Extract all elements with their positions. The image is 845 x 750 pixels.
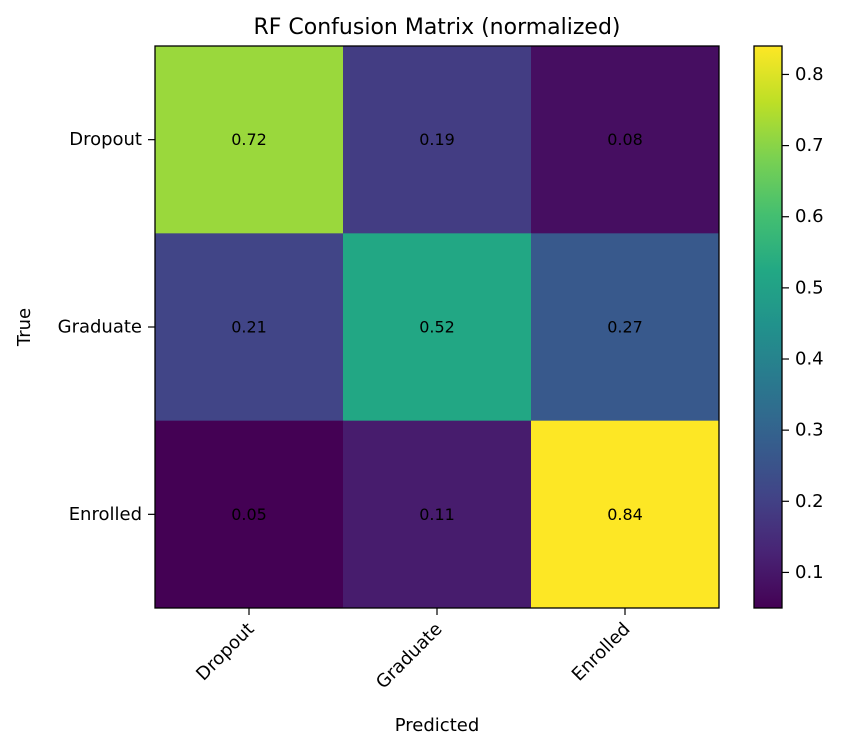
- heatmap-cell: [343, 233, 532, 422]
- heatmap-cell: [343, 46, 532, 234]
- colorbar-ticks: 0.1 0.2 0.3 0.4 0.5 0.6 0.7 0.8: [782, 64, 824, 583]
- colorbar-tick-label: 0.5: [795, 277, 824, 298]
- heatmap-cell: [531, 46, 720, 234]
- cell-value-label: 0.05: [231, 505, 267, 524]
- x-tick-label: Graduate: [372, 619, 447, 694]
- cell-value-label: 0.84: [607, 505, 643, 524]
- colorbar: [753, 45, 783, 609]
- colorbar-tick-label: 0.6: [795, 206, 824, 227]
- y-tick-label: Enrolled: [69, 504, 142, 525]
- heatmap-cell: [155, 46, 344, 234]
- x-axis-ticks: Dropout Graduate Enrolled: [192, 608, 635, 694]
- y-axis-label: True: [14, 308, 35, 347]
- heatmap-cell: [531, 233, 720, 422]
- cell-value-label: 0.52: [419, 318, 455, 337]
- cell-value-label: 0.72: [231, 130, 267, 149]
- y-axis-ticks: Dropout Graduate Enrolled: [58, 129, 155, 525]
- colorbar-tick-label: 0.1: [795, 562, 824, 583]
- colorbar-tick-label: 0.3: [795, 420, 824, 441]
- colorbar-tick-label: 0.4: [795, 349, 824, 370]
- chart-title: RF Confusion Matrix (normalized): [253, 15, 620, 40]
- cell-value-label: 0.08: [607, 130, 643, 149]
- x-tick-label: Dropout: [192, 619, 258, 685]
- cell-value-label: 0.19: [419, 130, 455, 149]
- colorbar-tick-label: 0.8: [795, 64, 824, 85]
- x-tick-label: Enrolled: [568, 619, 635, 686]
- cell-value-label: 0.27: [607, 318, 643, 337]
- y-tick-label: Dropout: [69, 129, 142, 150]
- heatmap-cells: [155, 46, 720, 609]
- heatmap-cell-labels: 0.72 0.19 0.08 0.21 0.52 0.27 0.05 0.11 0.84: [231, 130, 643, 524]
- heatmap-cell: [531, 420, 720, 609]
- y-tick-label: Graduate: [58, 317, 142, 338]
- colorbar-tick-label: 0.7: [795, 135, 824, 156]
- cell-value-label: 0.21: [231, 318, 267, 337]
- heatmap-cell: [155, 233, 344, 422]
- heatmap-cell: [155, 420, 344, 609]
- heatmap-cell: [343, 420, 532, 609]
- colorbar-tick-label: 0.2: [795, 491, 824, 512]
- cell-value-label: 0.11: [419, 505, 455, 524]
- x-axis-label: Predicted: [395, 715, 480, 736]
